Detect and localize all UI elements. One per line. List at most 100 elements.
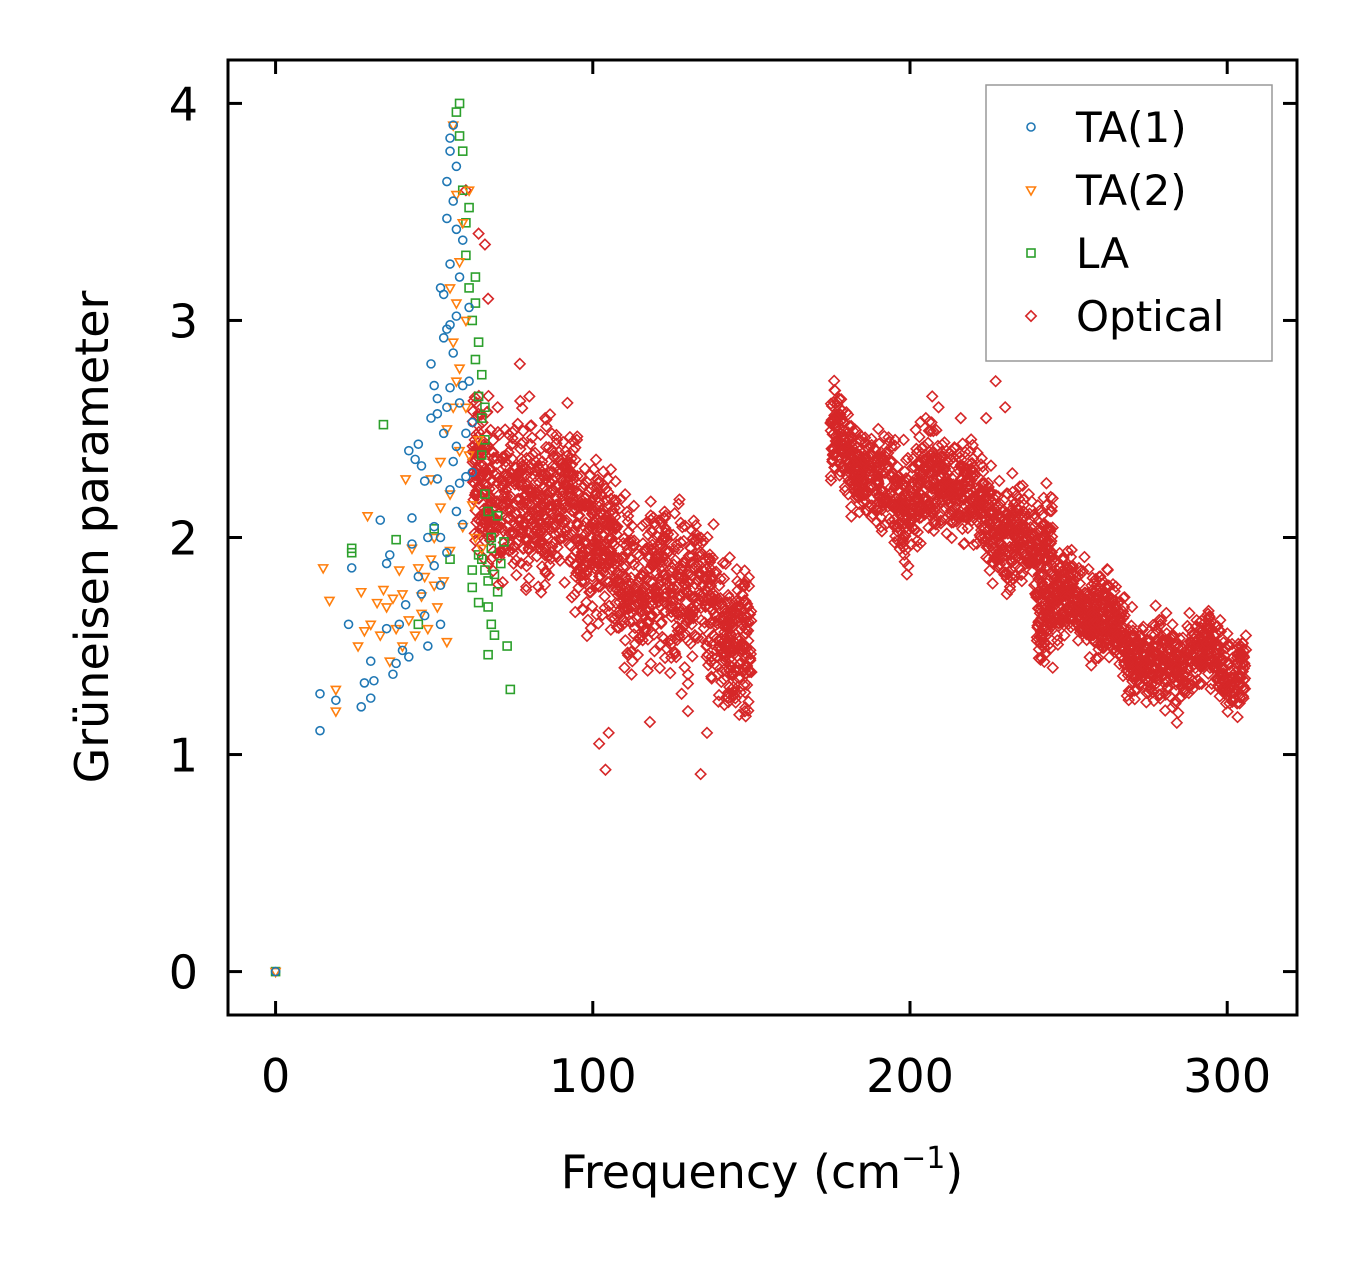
data-point-optical [681,677,695,690]
data-point-optical [986,541,999,555]
data-point-optical [1159,606,1173,620]
data-point-optical [555,494,568,508]
data-point-optical [867,458,881,472]
data-point-optical [647,628,661,641]
data-point-optical [913,511,926,525]
data-point-ta-2- [453,258,466,269]
data-point-optical [1012,492,1026,506]
data-point-optical [700,639,713,653]
data-point-optical [834,392,848,406]
data-point-optical [1189,620,1203,634]
data-point-ta-1- [464,302,474,313]
data-point-optical [506,525,520,539]
data-point-optical [732,708,746,722]
data-point-ta-1- [438,333,449,343]
data-point-optical [908,460,921,474]
data-point-optical [1189,653,1203,666]
data-point-optical [697,622,711,635]
data-point-optical [539,440,553,454]
data-point-optical [977,535,990,548]
data-point-optical [1116,669,1130,683]
data-point-optical [567,472,581,485]
data-point-optical [627,499,641,513]
data-point-optical [888,439,902,453]
data-point-ta-1- [381,558,392,569]
data-point-optical [997,523,1011,536]
data-point-optical [641,664,655,677]
data-point-optical [724,629,738,642]
data-point-optical [1065,543,1078,557]
data-point-optical [697,594,711,607]
data-point-optical [500,489,514,503]
data-point-optical [540,420,553,433]
data-point-optical [716,556,730,570]
data-point-optical [492,520,506,533]
data-point-optical [876,493,890,507]
data-point-optical [664,651,678,665]
data-point-optical [718,698,731,712]
data-point-optical [1107,643,1120,656]
data-point-optical [967,506,981,519]
data-point-optical [911,540,924,553]
data-point-ta-1- [435,580,446,591]
data-point-optical [923,455,936,469]
data-point-ta-2- [374,631,387,642]
data-point-optical [1159,688,1172,702]
data-point-optical [633,605,647,618]
data-point-optical [580,629,594,643]
data-point-ta-2- [412,564,425,575]
data-point-ta-1- [407,539,417,549]
data-point-ta-2- [447,338,460,349]
data-point-optical [692,547,706,560]
data-point-ta-2- [415,609,428,621]
data-point-optical [1031,621,1044,634]
data-point-optical [548,535,562,549]
data-point-optical [975,486,989,500]
data-point-optical [563,538,576,552]
data-point-optical [524,419,537,433]
data-point-optical [1130,683,1144,696]
data-point-ta-2- [441,637,453,649]
data-point-optical [1174,651,1188,665]
data-point-ta-2- [463,186,475,197]
data-point-optical [599,763,612,777]
data-point-ta-2- [431,603,444,614]
data-point-optical [1012,530,1025,544]
data-point-optical [570,545,584,558]
data-point-ta-1- [464,376,474,387]
data-point-optical [835,460,849,473]
data-point-optical [631,609,644,623]
data-point-optical [730,600,743,614]
data-point-optical [612,621,626,635]
data-point-optical [1092,651,1105,665]
data-point-ta-1- [442,213,452,224]
data-point-optical [597,508,610,521]
data-point-optical [484,490,497,504]
data-point-optical [1224,682,1238,696]
data-point-optical [672,613,686,627]
data-point-optical [845,510,858,523]
data-point-optical [503,512,517,525]
data-point-optical [943,507,956,521]
data-point-optical [608,572,622,586]
data-point-ta-1- [448,120,459,130]
data-point-optical [1024,537,1038,551]
data-point-optical [589,547,603,561]
data-point-optical [1000,487,1014,500]
data-point-optical [925,390,939,403]
data-point-ta-2- [444,546,456,558]
data-point-optical [633,594,647,607]
data-point-optical [1055,611,1069,625]
data-point-optical [1195,677,1208,691]
data-point-optical [574,575,588,589]
x-tick-label: 100 [549,1049,637,1103]
data-point-optical [676,559,690,573]
data-point-optical [1007,508,1020,521]
data-point-ta-1- [410,454,420,465]
data-point-optical [738,564,751,577]
data-point-optical [635,519,649,533]
data-point-optical [1203,611,1216,625]
data-point-optical [998,400,1012,414]
data-point-optical [742,615,755,629]
data-point-la [470,354,481,365]
